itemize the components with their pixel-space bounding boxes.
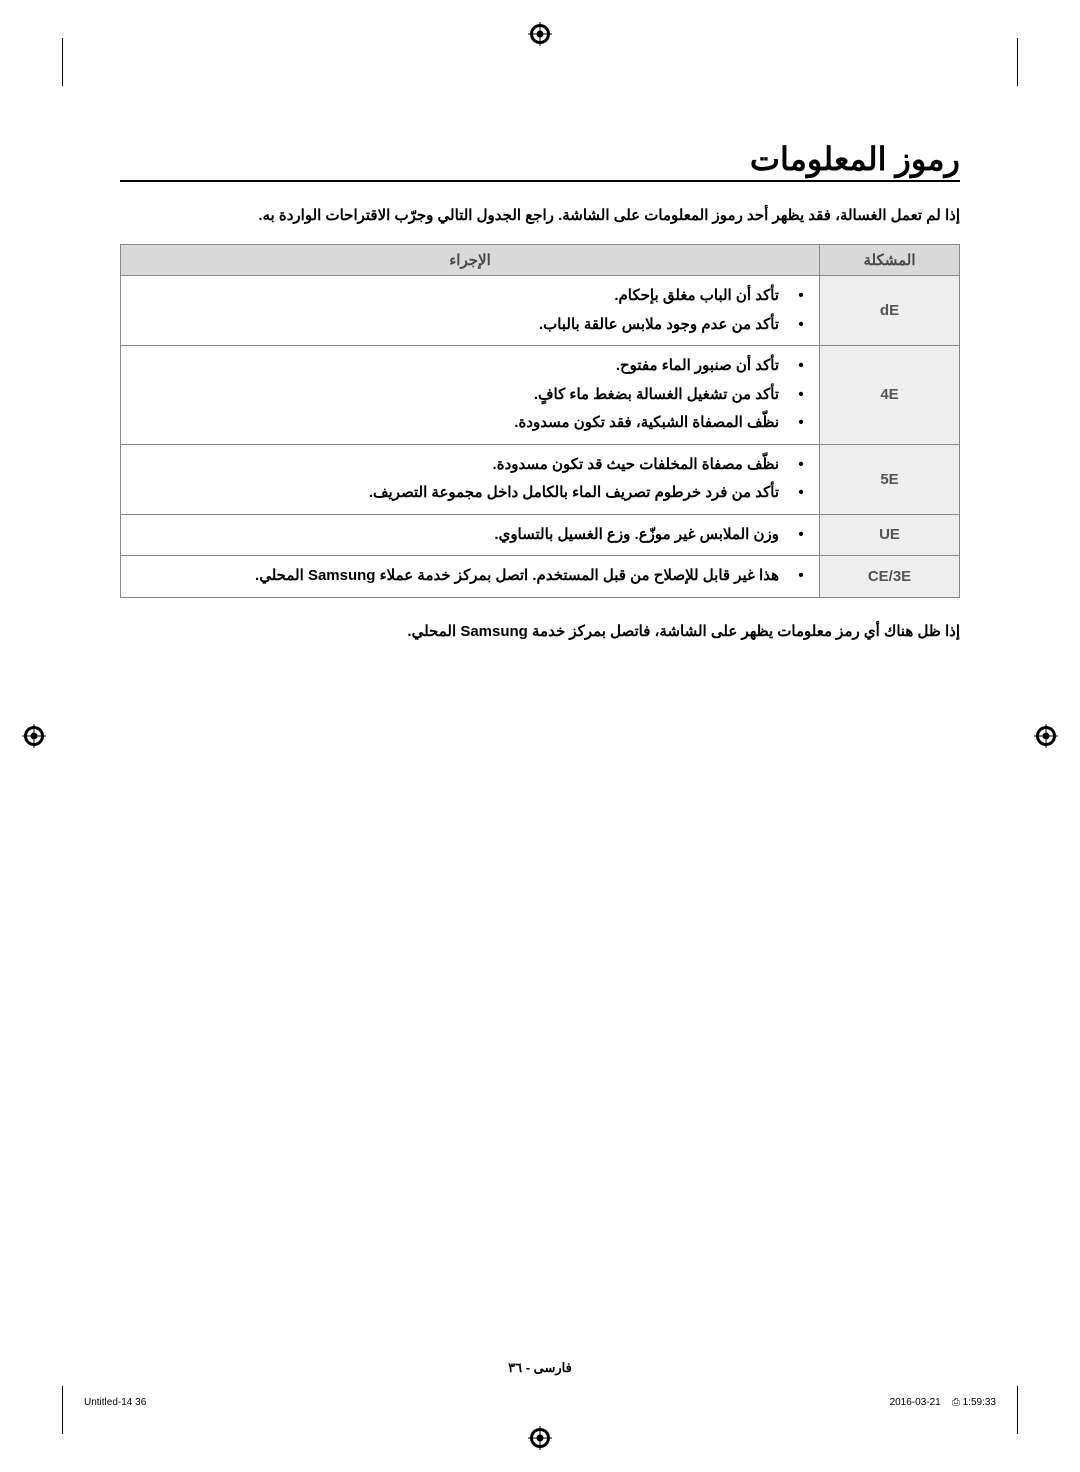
code-cell: dE xyxy=(820,276,960,346)
table-row: dE • تأكد أن الباب مغلق بإحكام. • تأكد من عد… xyxy=(121,276,960,346)
intro-text: إذا لم تعمل الغسالة، فقد يظهر أحد رموز ا… xyxy=(120,204,960,228)
bullet-icon: • xyxy=(797,282,805,311)
code-cell: UE xyxy=(820,514,960,556)
crop-mark xyxy=(1017,38,1018,86)
code-cell: 4E xyxy=(820,346,960,445)
action-cell: • نظّف مصفاة المخلفات حيث قد تكون مسدودة.… xyxy=(121,444,820,514)
action-text: تأكد من فرد خرطوم تصريف الماء بالكامل دا… xyxy=(369,479,779,508)
action-text: نظّف المصفاة الشبكية، فقد تكون مسدودة. xyxy=(514,409,779,438)
table-header-code: المشكلة xyxy=(820,245,960,276)
code-cell: CE/3E xyxy=(820,556,960,598)
registration-mark-bottom xyxy=(528,1426,552,1450)
bullet-icon: • xyxy=(797,479,805,508)
action-line: • تأكد من عدم وجود ملابس عالقة بالباب. xyxy=(135,311,805,340)
table-header-action: الإجراء xyxy=(121,245,820,276)
registration-mark-left xyxy=(22,724,46,748)
table-row: 5E • نظّف مصفاة المخلفات حيث قد تكون مسدود… xyxy=(121,444,960,514)
footer-time: 1:59:33 xyxy=(963,1397,996,1408)
clock-icon: ⎙ xyxy=(952,1397,960,1408)
bullet-icon: • xyxy=(797,409,805,438)
action-text: تأكد من عدم وجود ملابس عالقة بالباب. xyxy=(539,311,779,340)
action-cell: • تأكد أن الباب مغلق بإحكام. • تأكد من عدم … xyxy=(121,276,820,346)
action-line: • نظّف مصفاة المخلفات حيث قد تكون مسدودة. xyxy=(135,451,805,480)
action-text: تأكد أن صنبور الماء مفتوح. xyxy=(616,352,779,381)
footer-date: 2016-03-21 xyxy=(890,1397,941,1408)
action-text: نظّف مصفاة المخلفات حيث قد تكون مسدودة. xyxy=(493,451,779,480)
action-line: • نظّف المصفاة الشبكية، فقد تكون مسدودة. xyxy=(135,409,805,438)
action-line: • هذا غير قابل للإصلاح من قبل المستخدم. ا… xyxy=(135,562,805,591)
page-title: رموز المعلومات xyxy=(120,140,960,182)
action-cell: • هذا غير قابل للإصلاح من قبل المستخدم. ا… xyxy=(121,556,820,598)
action-text: تأكد من تشغيل الغسالة بضغط ماء كافٍ. xyxy=(534,381,779,410)
page-number: فارسی - ٣٦ xyxy=(508,1360,572,1376)
table-row: UE • وزن الملابس غير موزّع. وزع الغسيل بال… xyxy=(121,514,960,556)
action-cell: • وزن الملابس غير موزّع. وزع الغسيل بالتس… xyxy=(121,514,820,556)
crop-mark xyxy=(62,38,63,86)
action-text: وزن الملابس غير موزّع. وزع الغسيل بالتسا… xyxy=(494,521,779,550)
code-cell: 5E xyxy=(820,444,960,514)
action-text: تأكد أن الباب مغلق بإحكام. xyxy=(614,282,779,311)
action-line: • وزن الملابس غير موزّع. وزع الغسيل بالتس… xyxy=(135,521,805,550)
action-cell: • تأكد أن صنبور الماء مفتوح. • تأكد من تشغي… xyxy=(121,346,820,445)
registration-mark-right xyxy=(1034,724,1058,748)
bullet-icon: • xyxy=(797,562,805,591)
footer-right: 2016-03-21 ⎙ 1:59:33 xyxy=(890,1397,996,1408)
action-line: • تأكد من تشغيل الغسالة بضغط ماء كافٍ. xyxy=(135,381,805,410)
bullet-icon: • xyxy=(797,381,805,410)
action-line: • تأكد من فرد خرطوم تصريف الماء بالكامل د… xyxy=(135,479,805,508)
action-line: • تأكد أن الباب مغلق بإحكام. xyxy=(135,282,805,311)
footnote-text: إذا ظل هناك أي رمز معلومات يظهر على الشا… xyxy=(120,620,960,644)
info-codes-table: المشكلة الإجراء dE • تأكد أن الباب مغلق بإ… xyxy=(120,244,960,598)
action-text: هذا غير قابل للإصلاح من قبل المستخدم. ات… xyxy=(255,562,779,591)
bullet-icon: • xyxy=(797,451,805,480)
table-row: CE/3E • هذا غير قابل للإصلاح من قبل المستخ… xyxy=(121,556,960,598)
bullet-icon: • xyxy=(797,521,805,550)
bullet-icon: • xyxy=(797,352,805,381)
crop-mark xyxy=(1017,1386,1018,1434)
table-row: 4E • تأكد أن صنبور الماء مفتوح. • تأكد من تش… xyxy=(121,346,960,445)
bullet-icon: • xyxy=(797,311,805,340)
page-content: رموز المعلومات إذا لم تعمل الغسالة، فقد … xyxy=(120,140,960,644)
action-line: • تأكد أن صنبور الماء مفتوح. xyxy=(135,352,805,381)
registration-mark-top xyxy=(528,22,552,46)
footer-left: Untitled-14 36 xyxy=(84,1397,146,1408)
crop-mark xyxy=(62,1386,63,1434)
